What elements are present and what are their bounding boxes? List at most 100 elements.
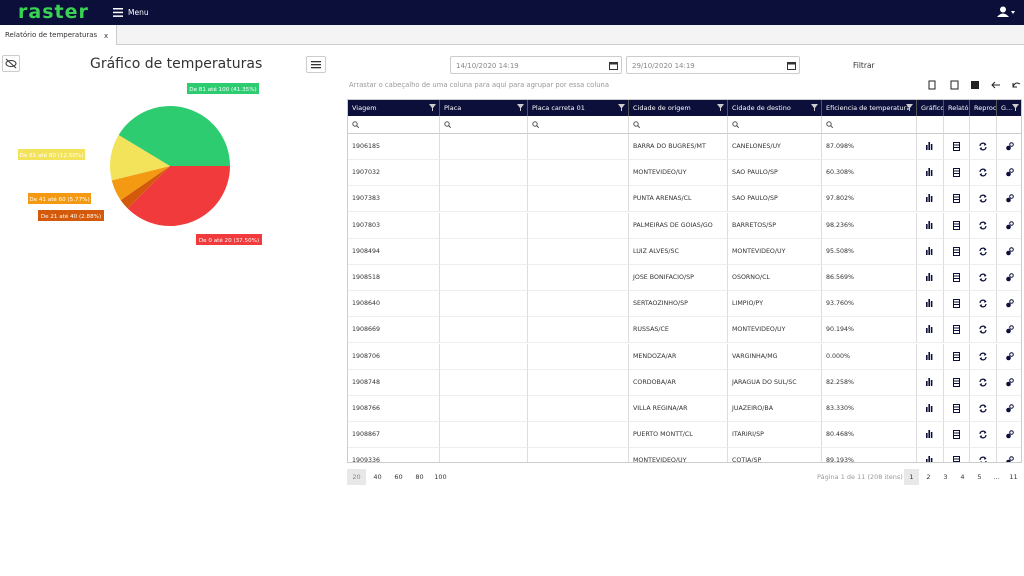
menu-label[interactable]: Menu bbox=[128, 8, 149, 17]
column-header[interactable]: G... bbox=[997, 100, 1021, 116]
reprocess-icon[interactable] bbox=[979, 273, 987, 282]
map-icon[interactable] bbox=[1005, 377, 1014, 387]
filter-cell[interactable] bbox=[440, 116, 528, 134]
report-icon[interactable] bbox=[952, 299, 961, 309]
page-button[interactable]: 3 bbox=[943, 473, 948, 481]
column-title[interactable]: G... bbox=[1001, 104, 1013, 112]
map-icon[interactable] bbox=[1005, 325, 1014, 334]
page-button[interactable]: ... bbox=[993, 473, 1000, 481]
tab-close[interactable]: x bbox=[104, 32, 109, 40]
column-title[interactable]: Placa bbox=[444, 104, 462, 112]
page-size-option[interactable]: 100 bbox=[434, 473, 447, 481]
filter-icon[interactable] bbox=[717, 104, 724, 111]
report-icon[interactable] bbox=[952, 273, 961, 282]
column-header[interactable]: Cidade de destino bbox=[728, 100, 822, 116]
reprocess-icon[interactable] bbox=[979, 299, 987, 308]
hide-chart-button[interactable] bbox=[2, 55, 20, 72]
reprocess-icon[interactable] bbox=[979, 378, 987, 387]
column-title[interactable]: Eficiencia de temperatura bbox=[826, 104, 911, 112]
report-icon[interactable] bbox=[952, 194, 961, 204]
reprocess-icon[interactable] bbox=[979, 168, 987, 177]
reprocess-icon[interactable] bbox=[979, 404, 987, 413]
chart-icon[interactable] bbox=[926, 377, 934, 387]
filter-icon[interactable] bbox=[517, 104, 524, 111]
chart-icon[interactable] bbox=[926, 194, 934, 203]
filter-cell[interactable] bbox=[629, 116, 728, 134]
report-icon[interactable] bbox=[952, 430, 961, 440]
filter-cell[interactable] bbox=[944, 116, 970, 134]
report-icon[interactable] bbox=[952, 168, 961, 178]
column-title[interactable]: Placa carreta 01 bbox=[532, 104, 585, 112]
report-icon[interactable] bbox=[952, 404, 961, 413]
chart-icon[interactable] bbox=[926, 273, 934, 282]
filter-button[interactable]: Filtrar bbox=[853, 61, 875, 70]
filter-icon[interactable] bbox=[906, 104, 913, 111]
chart-icon[interactable] bbox=[926, 246, 934, 256]
page-size-option[interactable]: 80 bbox=[415, 473, 424, 481]
map-icon[interactable] bbox=[1005, 430, 1014, 439]
map-icon[interactable] bbox=[1005, 351, 1014, 361]
chart-menu-button[interactable] bbox=[306, 56, 326, 73]
reprocess-icon[interactable] bbox=[979, 352, 987, 361]
reprocess-icon[interactable] bbox=[979, 194, 987, 203]
chart-icon[interactable] bbox=[926, 168, 934, 177]
chart-icon[interactable] bbox=[926, 325, 934, 334]
column-header[interactable]: Eficiencia de temperatura bbox=[822, 100, 917, 116]
page-button[interactable]: 5 bbox=[977, 473, 982, 481]
filter-cell[interactable] bbox=[997, 116, 1021, 134]
chart-icon[interactable] bbox=[926, 220, 934, 230]
filter-cell[interactable] bbox=[917, 116, 944, 134]
map-icon[interactable] bbox=[1005, 299, 1014, 308]
map-icon[interactable] bbox=[1005, 142, 1014, 151]
end-date[interactable]: 29/10/2020 14:19 bbox=[632, 62, 695, 70]
user-icon[interactable] bbox=[997, 6, 1017, 18]
column-title[interactable]: Reproce bbox=[974, 104, 997, 112]
chart-icon[interactable] bbox=[926, 142, 934, 151]
menu-icon[interactable] bbox=[113, 8, 123, 17]
map-icon[interactable] bbox=[1005, 456, 1014, 463]
column-title[interactable]: Relatóri bbox=[948, 104, 969, 112]
filter-cell[interactable] bbox=[528, 116, 629, 134]
tab[interactable]: Relatório de temperaturas x bbox=[0, 25, 117, 45]
report-icon[interactable] bbox=[952, 377, 961, 387]
reprocess-icon[interactable] bbox=[979, 325, 987, 334]
report-icon[interactable] bbox=[952, 456, 961, 463]
filter-cell[interactable] bbox=[970, 116, 997, 134]
reprocess-icon[interactable] bbox=[979, 221, 987, 230]
map-icon[interactable] bbox=[1005, 168, 1014, 177]
page-button[interactable]: 11 bbox=[1009, 473, 1018, 481]
column-header[interactable]: Placa bbox=[440, 100, 528, 116]
tab-title[interactable]: Relatório de temperaturas bbox=[5, 31, 98, 39]
page-size-option[interactable]: 60 bbox=[394, 473, 403, 481]
reprocess-icon[interactable] bbox=[979, 142, 987, 151]
reprocess-icon[interactable] bbox=[979, 456, 987, 463]
column-header[interactable]: Placa carreta 01 bbox=[528, 100, 629, 116]
reprocess-icon[interactable] bbox=[979, 430, 987, 439]
chart-icon[interactable] bbox=[926, 456, 934, 463]
chart-icon[interactable] bbox=[926, 430, 934, 439]
column-title[interactable]: Gráfico bbox=[921, 104, 944, 112]
column-title[interactable]: Cidade de origem bbox=[633, 104, 691, 112]
start-date-input[interactable]: 14/10/2020 14:19 bbox=[450, 56, 622, 74]
report-icon[interactable] bbox=[952, 220, 961, 230]
column-header[interactable]: Relatóri bbox=[944, 100, 970, 116]
chart-icon[interactable] bbox=[926, 299, 934, 308]
column-header[interactable]: Cidade de origem bbox=[629, 100, 728, 116]
filter-icon[interactable] bbox=[618, 104, 625, 111]
chart-icon[interactable] bbox=[926, 404, 934, 413]
chart-icon[interactable] bbox=[926, 351, 934, 361]
page-button[interactable]: 1 bbox=[904, 469, 919, 485]
column-header[interactable]: Gráfico bbox=[917, 100, 944, 116]
column-header[interactable]: Viagem bbox=[348, 100, 440, 116]
map-icon[interactable] bbox=[1005, 246, 1014, 256]
toolbar-icons[interactable] bbox=[925, 79, 1023, 91]
report-icon[interactable] bbox=[952, 351, 961, 361]
start-date[interactable]: 14/10/2020 14:19 bbox=[456, 62, 519, 70]
reprocess-icon[interactable] bbox=[979, 247, 987, 256]
map-icon[interactable] bbox=[1005, 404, 1014, 413]
filter-icon[interactable] bbox=[811, 104, 818, 111]
page-button[interactable]: 4 bbox=[960, 473, 965, 481]
report-icon[interactable] bbox=[952, 246, 961, 256]
column-title[interactable]: Viagem bbox=[352, 104, 377, 112]
end-date-input[interactable]: 29/10/2020 14:19 bbox=[626, 56, 800, 74]
